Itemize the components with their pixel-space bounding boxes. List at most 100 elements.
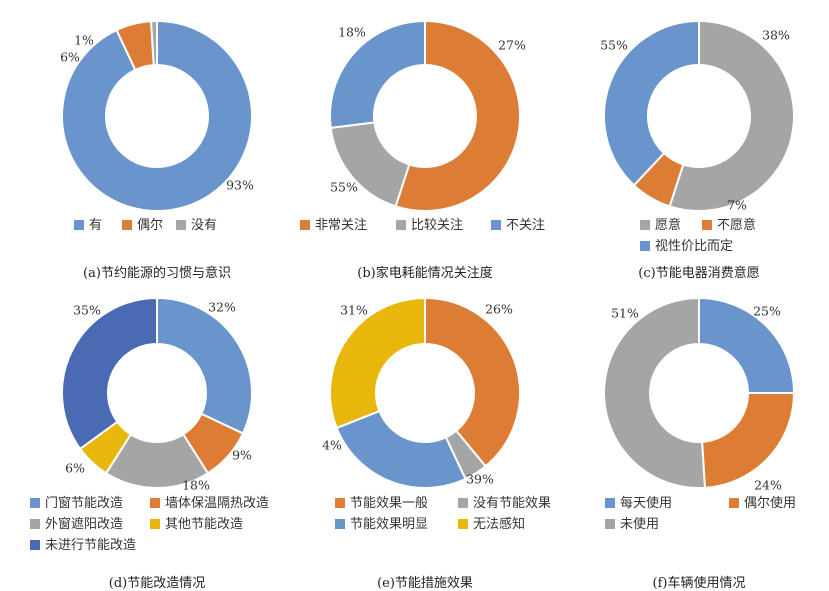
legend-swatch [640,220,650,230]
legend-0: 有 偶尔 没有 [74,215,274,236]
chart-caption-2: (c)节能电器消费意愿 [638,266,760,281]
legend-swatch [176,220,186,230]
slice-3-0 [156,296,253,435]
chart-caption-5: (f)车辆使用情况 [652,576,746,591]
legend-label: 愿意 [655,218,682,233]
legend-label: 未使用 [620,517,660,532]
legend-swatch [640,241,650,251]
legend-label: 节能效果明显 [350,517,429,532]
data-label-1-2: 27% [498,38,526,53]
slice-1-0 [394,19,521,212]
legend-label: 偶尔使用 [744,496,797,511]
legend-label: 其他节能改造 [165,517,244,532]
legend-item-5-0: 每天使用 [605,493,672,514]
legend-swatch [491,220,501,230]
slice-4-3 [329,296,426,430]
legend-item-5-2: 未使用 [605,514,659,535]
data-label-3-2: 18% [182,478,210,493]
slice-2-2 [603,19,700,187]
data-label-3-0: 32% [208,300,236,315]
legend-label: 墙体保温隔热改造 [165,496,270,511]
legend-swatch [335,519,345,529]
data-label-3-4: 35% [73,303,101,318]
legend-item-0-1: 偶尔 [122,215,163,236]
legend-swatch [458,519,468,529]
legend-item-4-0: 节能效果一般 [335,493,428,514]
legend-item-1-1: 比较关注 [396,215,463,236]
data-label-1-1: 18% [338,25,366,40]
legend-4: 节能效果一般 没有节能效果节能效果明显 无法感知 [335,493,551,535]
legend-item-4-1: 没有节能效果 [458,493,551,514]
donut-chart-0: 93% 6% 1% [60,19,254,212]
legend-5: 每天使用 偶尔使用未使用 [605,493,805,535]
chart-caption-0: (a)节约能源的习惯与意识 [83,266,231,281]
donut-chart-3: 32% 9% 18% 6% 35% [61,296,253,493]
legend-swatch [335,498,345,508]
legend-label: 不关注 [506,218,546,233]
data-label-5-1: 24% [754,478,782,493]
data-label-4-1: 4% [322,438,342,453]
donut-chart-2: 55% 7% 38% [600,19,795,213]
legend-swatch [150,498,160,508]
legend-label: 未进行节能改造 [45,538,137,553]
legend-label: 无法感知 [473,517,526,532]
slice-4-0 [424,296,521,468]
data-label-3-1: 9% [232,448,252,463]
legend-swatch [396,220,406,230]
legend-item-4-3: 无法感知 [458,514,525,535]
legend-swatch [30,519,40,529]
slice-4-2 [335,409,467,489]
legend-item-3-0: 门窗节能改造 [30,493,123,514]
data-label-2-2: 38% [762,28,790,43]
legend-item-4-2: 节能效果明显 [335,514,428,535]
legend-label: 没有节能效果 [473,496,552,511]
legend-1: 非常关注 比较关注 不关注 [300,215,545,236]
donut-chart-1: 55% 18% 27% [329,19,526,212]
legend-swatch [150,519,160,529]
legend-swatch [605,498,615,508]
legend-item-3-3: 其他节能改造 [150,514,243,535]
legend-swatch [30,540,40,550]
slice-5-0 [698,296,796,394]
chart-caption-1: (b)家电耗能情况关注度 [357,266,493,281]
legend-3: 门窗节能改造 墙体保温隔热改造外窗遮阳改造 其他节能改造未进行节能改造 [30,493,269,556]
legend-label: 节能效果一般 [350,496,429,511]
legend-label: 门窗节能改造 [45,496,124,511]
data-label-0-2: 1% [74,33,94,48]
legend-item-0-2: 没有 [176,215,217,236]
legend-label: 比较关注 [411,218,464,233]
legend-swatch [30,498,40,508]
data-label-0-0: 93% [226,178,254,193]
data-label-5-2: 51% [611,306,639,321]
legend-item-2-1: 不愿意 [702,215,756,236]
data-label-1-0: 55% [330,180,358,195]
legend-2: 愿意 不愿意视性价比而定 [640,215,829,257]
legend-swatch [122,220,132,230]
legend-swatch [702,220,712,230]
legend-item-5-1: 偶尔使用 [729,493,796,514]
data-label-0-1: 6% [60,50,80,65]
legend-item-3-1: 墙体保温隔热改造 [150,493,269,514]
slice-1-2 [329,19,426,130]
slice-5-2 [603,296,707,489]
legend-swatch [458,498,468,508]
legend-item-1-2: 不关注 [491,215,545,236]
donut-chart-5: 25% 24% 51% [603,296,796,493]
chart-caption-3: (d)节能改造情况 [108,576,206,591]
legend-label: 外窗遮阳改造 [45,517,124,532]
legend-swatch [300,220,310,230]
slice-3-4 [61,296,158,451]
legend-item-0-0: 有 [74,215,102,236]
legend-label: 没有 [191,218,218,233]
data-label-4-2: 26% [485,302,513,317]
legend-label: 每天使用 [620,496,673,511]
data-label-2-0: 55% [600,38,628,53]
legend-label: 视性价比而定 [655,239,734,254]
data-label-5-0: 25% [753,304,781,319]
legend-swatch [74,220,84,230]
legend-item-2-2: 视性价比而定 [640,236,733,257]
legend-label: 偶尔 [137,218,164,233]
chart-caption-4: (e)节能措施效果 [377,576,473,591]
slice-5-1 [701,392,796,489]
